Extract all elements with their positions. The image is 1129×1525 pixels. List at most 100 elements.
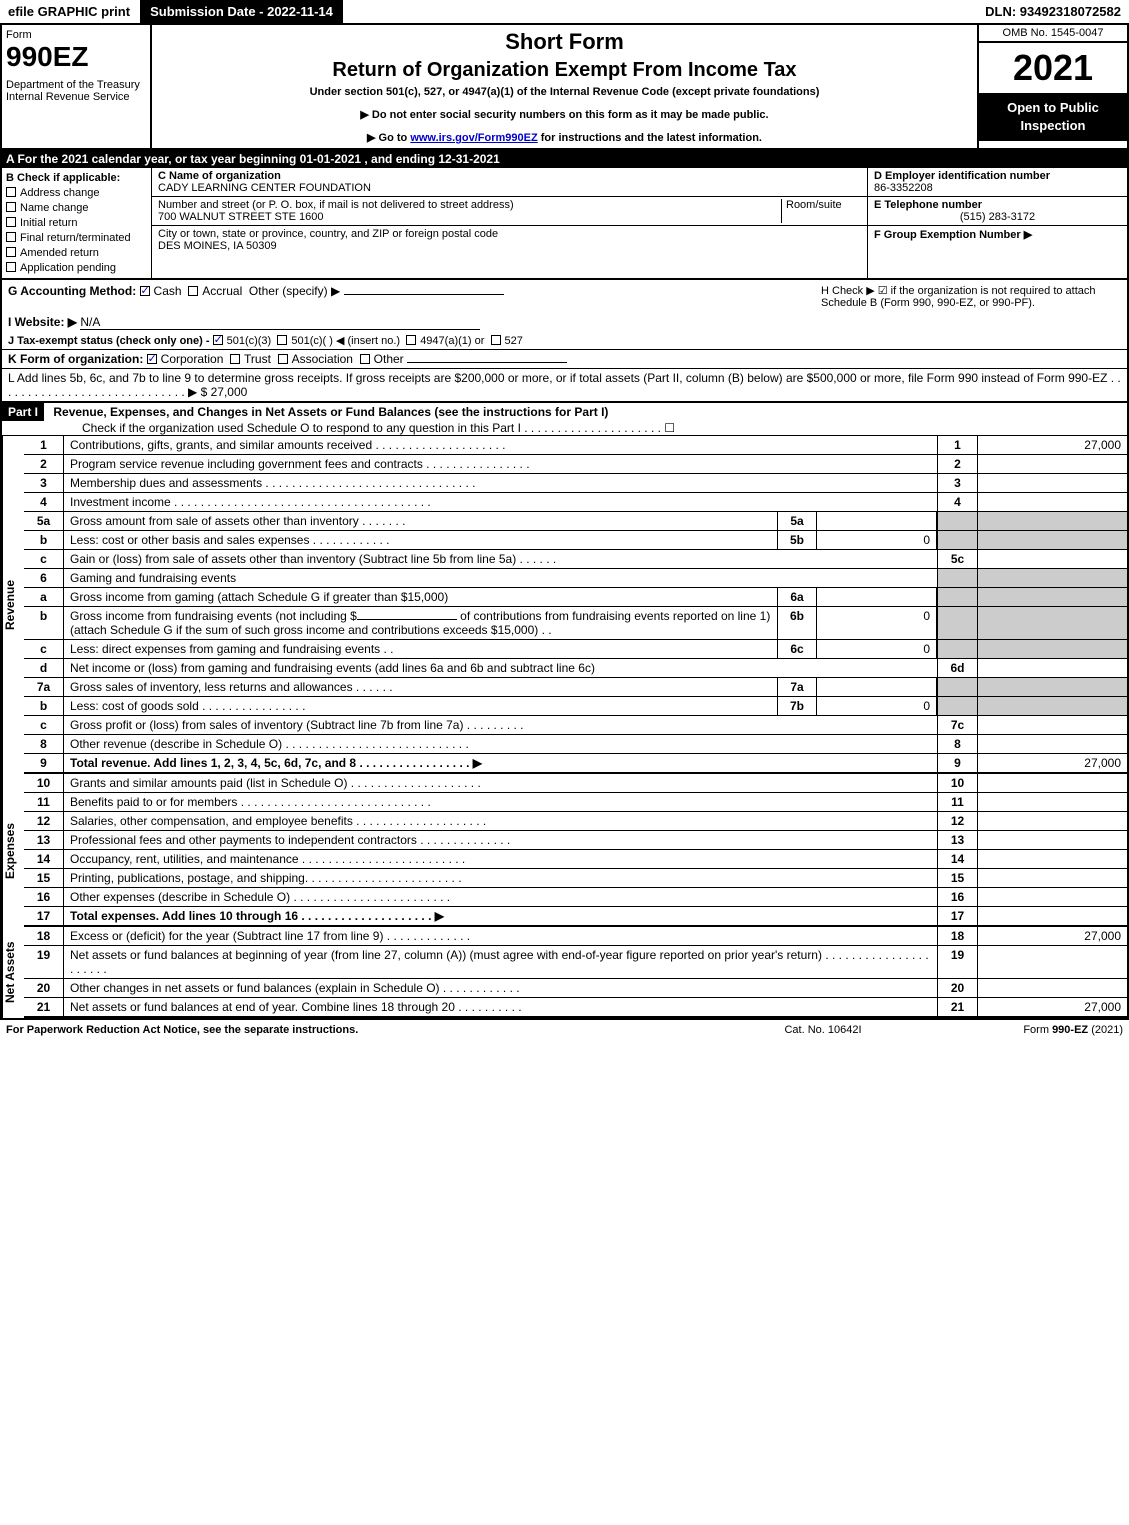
ln7c-desc: Gross profit or (loss) from sales of inv…	[64, 716, 937, 734]
netassets-block: Net Assets 18Excess or (deficit) for the…	[0, 927, 1129, 1018]
ln17-col: 17	[937, 907, 977, 925]
ln10-col: 10	[937, 774, 977, 792]
ln6a-num: a	[24, 588, 64, 606]
expenses-side-label: Expenses	[2, 774, 24, 927]
chk-address[interactable]: Address change	[6, 186, 147, 199]
line-7c: cGross profit or (loss) from sales of in…	[24, 716, 1129, 735]
ln6b-shaded	[937, 607, 977, 639]
chk-pending[interactable]: Application pending	[6, 261, 147, 274]
ln9-col: 9	[937, 754, 977, 772]
ln6b-subval: 0	[817, 607, 937, 639]
line-13: 13Professional fees and other payments t…	[24, 831, 1129, 850]
ln5b-num: b	[24, 531, 64, 549]
line-15: 15Printing, publications, postage, and s…	[24, 869, 1129, 888]
ln12-desc: Salaries, other compensation, and employ…	[64, 812, 937, 830]
ln9-desc-txt: Total revenue. Add lines 1, 2, 3, 4, 5c,…	[70, 756, 482, 770]
chk-527[interactable]	[491, 335, 501, 345]
ln15-num: 15	[24, 869, 64, 887]
footer-right: Form 990-EZ (2021)	[923, 1024, 1123, 1036]
open-inspection: Open to Public Inspection	[979, 93, 1127, 141]
ln7b-desc: Less: cost of goods sold . . . . . . . .…	[64, 697, 777, 715]
chk-4947[interactable]	[406, 335, 416, 345]
ln7a-shaded	[937, 678, 977, 696]
form-label: Form	[6, 29, 146, 41]
tax-year: 2021	[979, 43, 1127, 93]
I-label: I Website: ▶	[8, 315, 77, 329]
ln7a-num: 7a	[24, 678, 64, 696]
chk-final-label: Final return/terminated	[20, 232, 131, 244]
ln17-val	[977, 907, 1127, 925]
chk-accrual[interactable]	[188, 286, 198, 296]
chk-amended[interactable]: Amended return	[6, 246, 147, 259]
line-G: G Accounting Method: Cash Accrual Other …	[0, 280, 1129, 313]
D-label: D Employer identification number	[874, 170, 1050, 182]
ln21-val: 27,000	[977, 998, 1127, 1016]
ln20-val	[977, 979, 1127, 997]
org-city: DES MOINES, IA 50309	[158, 240, 277, 252]
other-label: Other (specify) ▶	[249, 284, 340, 298]
expenses-block: Expenses 10Grants and similar amounts pa…	[0, 774, 1129, 927]
chk-501c[interactable]	[277, 335, 287, 345]
line-6: 6Gaming and fundraising events	[24, 569, 1129, 588]
ln19-col: 19	[937, 946, 977, 978]
ln19-val	[977, 946, 1127, 978]
chk-trust[interactable]	[230, 354, 240, 364]
ln3-desc: Membership dues and assessments . . . . …	[64, 474, 937, 492]
line-11: 11Benefits paid to or for members . . . …	[24, 793, 1129, 812]
phone-value: (515) 283-3172	[874, 211, 1121, 223]
ln8-desc: Other revenue (describe in Schedule O) .…	[64, 735, 937, 753]
department: Department of the Treasury Internal Reve…	[6, 79, 146, 103]
ln6a-subval	[817, 588, 937, 606]
ln2-desc: Program service revenue including govern…	[64, 455, 937, 473]
main-title: Return of Organization Exempt From Incom…	[160, 59, 969, 82]
ln2-num: 2	[24, 455, 64, 473]
ln7a-desc: Gross sales of inventory, less returns a…	[64, 678, 777, 696]
ln3-col: 3	[937, 474, 977, 492]
dln: DLN: 93492318072582	[977, 0, 1129, 23]
note2-post: for instructions and the latest informat…	[538, 132, 762, 144]
ln18-num: 18	[24, 927, 64, 945]
chk-amended-label: Amended return	[20, 247, 99, 259]
ln5c-desc: Gain or (loss) from sale of assets other…	[64, 550, 937, 568]
line-5b: bLess: cost or other basis and sales exp…	[24, 531, 1129, 550]
ln15-val	[977, 869, 1127, 887]
line-9: 9 Total revenue. Add lines 1, 2, 3, 4, 5c…	[24, 754, 1129, 774]
chk-501c3[interactable]	[213, 335, 223, 345]
chk-address-label: Address change	[20, 187, 100, 199]
footer-center: Cat. No. 10642I	[723, 1024, 923, 1036]
ein-value: 86-3352208	[874, 182, 933, 194]
ln5c-col: 5c	[937, 550, 977, 568]
line-L: L Add lines 5b, 6c, and 7b to line 9 to …	[0, 369, 1129, 403]
chk-cash[interactable]	[140, 286, 150, 296]
ln6b-sub: 6b	[777, 607, 817, 639]
ln15-desc: Printing, publications, postage, and shi…	[64, 869, 937, 887]
chk-assoc[interactable]	[278, 354, 288, 364]
website-value: N/A	[80, 315, 480, 330]
chk-name[interactable]: Name change	[6, 201, 147, 214]
j-opt3: 4947(a)(1) or	[420, 335, 484, 347]
chk-name-label: Name change	[20, 202, 89, 214]
ln10-val	[977, 774, 1127, 792]
k-assoc: Association	[292, 352, 353, 366]
ln9-val: 27,000	[977, 754, 1127, 772]
ln18-val: 27,000	[977, 927, 1127, 945]
ln6-num: 6	[24, 569, 64, 587]
chk-corp[interactable]	[147, 354, 157, 364]
j-opt2: 501(c)( ) ◀ (insert no.)	[291, 335, 400, 347]
ln6c-num: c	[24, 640, 64, 658]
B-header: B Check if applicable:	[6, 172, 147, 184]
chk-other[interactable]	[360, 354, 370, 364]
chk-initial[interactable]: Initial return	[6, 216, 147, 229]
j-opt1: 501(c)(3)	[227, 335, 272, 347]
chk-final[interactable]: Final return/terminated	[6, 231, 147, 244]
ln9-desc: Total revenue. Add lines 1, 2, 3, 4, 5c,…	[64, 754, 937, 772]
ln6d-desc: Net income or (loss) from gaming and fun…	[64, 659, 937, 677]
line-12: 12Salaries, other compensation, and empl…	[24, 812, 1129, 831]
C-name-label: C Name of organization	[158, 170, 281, 182]
footer-right-pre: Form	[1023, 1024, 1052, 1036]
ln16-val	[977, 888, 1127, 906]
ln7b-shadedv	[977, 697, 1127, 715]
line-6d: dNet income or (loss) from gaming and fu…	[24, 659, 1129, 678]
irs-link[interactable]: www.irs.gov/Form990EZ	[410, 132, 537, 144]
ln19-desc: Net assets or fund balances at beginning…	[64, 946, 937, 978]
